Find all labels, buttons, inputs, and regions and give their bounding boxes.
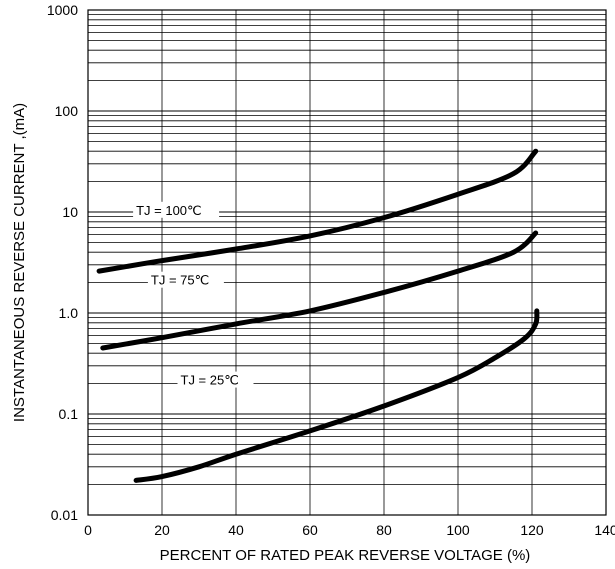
y-tick-label: 1.0 — [59, 305, 79, 321]
y-tick-labels: 0.01 0.1 1.0 10 100 1000 — [47, 2, 78, 523]
x-tick-label: 20 — [154, 522, 170, 538]
y-tick-label: 0.1 — [59, 406, 79, 422]
series-line — [100, 230, 539, 351]
series-line — [133, 308, 540, 483]
x-tick-label: 0 — [84, 522, 92, 538]
y-tick-label: 1000 — [47, 2, 78, 18]
plot-frame — [87, 9, 607, 516]
series-label-background — [133, 201, 220, 218]
series-lines — [96, 148, 540, 483]
grid-lines — [88, 9, 606, 516]
x-tick-label: 100 — [446, 522, 470, 538]
y-tick-label: 0.01 — [51, 507, 78, 523]
y-tick-label: 100 — [55, 103, 79, 119]
series-label-background — [177, 371, 254, 388]
x-tick-label: 80 — [376, 522, 392, 538]
series-label-background — [147, 271, 224, 288]
x-tick-label: 140 — [594, 522, 615, 538]
series-labels: TJ = 100℃ TJ = 75℃ TJ = 25℃ — [133, 201, 254, 388]
series-label: TJ = 100℃ — [136, 203, 202, 218]
x-tick-label: 60 — [302, 522, 318, 538]
x-tick-label: 40 — [228, 522, 244, 538]
y-tick-label: 10 — [62, 204, 78, 220]
x-tick-labels: 0 20 40 60 80 100 120 140 — [84, 522, 615, 538]
y-axis-title: INSTANTANEOUS REVERSE CURRENT ,(mA) — [11, 103, 28, 422]
x-tick-label: 120 — [520, 522, 544, 538]
series-line — [96, 148, 539, 274]
series-label: TJ = 75℃ — [151, 273, 209, 288]
x-axis-title: PERCENT OF RATED PEAK REVERSE VOLTAGE (%… — [160, 547, 531, 564]
series-label: TJ = 25℃ — [181, 373, 239, 388]
